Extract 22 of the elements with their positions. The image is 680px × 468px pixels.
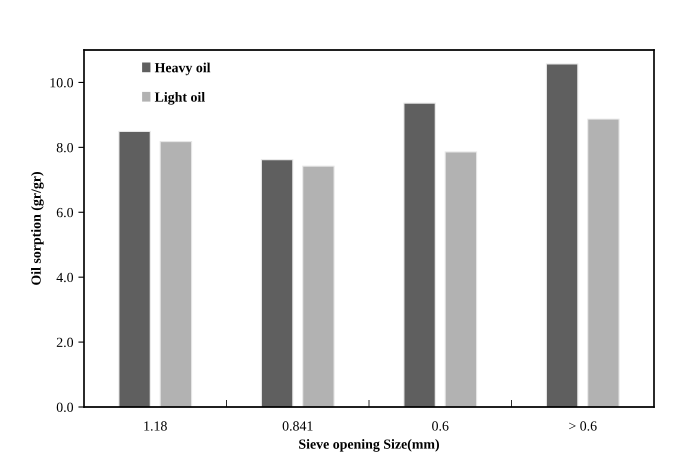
bar <box>587 118 620 407</box>
bar <box>160 140 192 407</box>
x-tick-label: 0.6 <box>432 421 449 431</box>
y-axis-title: Oil sorption (gr/gr) <box>31 172 44 285</box>
x-axis-title: Sieve opening Size(mm) <box>299 439 439 452</box>
x-tick-label: 0.841 <box>282 421 313 431</box>
bar <box>260 159 294 407</box>
y-tick-label: 2.0 <box>56 338 74 348</box>
bar <box>118 130 151 407</box>
bar <box>403 102 436 407</box>
x-tick-label: > 0.6 <box>569 421 597 431</box>
bar <box>546 63 578 407</box>
y-tick-label: 0.0 <box>56 402 74 412</box>
bar <box>444 151 478 407</box>
y-tick-label: 10.0 <box>50 78 74 88</box>
y-tick-label: 4.0 <box>56 272 74 282</box>
y-tick-label: 8.0 <box>56 142 74 152</box>
bar <box>302 166 335 407</box>
x-tick-label: 1.18 <box>144 421 167 431</box>
legend-label: Heavy oil <box>154 62 210 76</box>
legend-label: Light oil <box>154 92 205 105</box>
y-tick-label: 6.0 <box>56 208 74 218</box>
